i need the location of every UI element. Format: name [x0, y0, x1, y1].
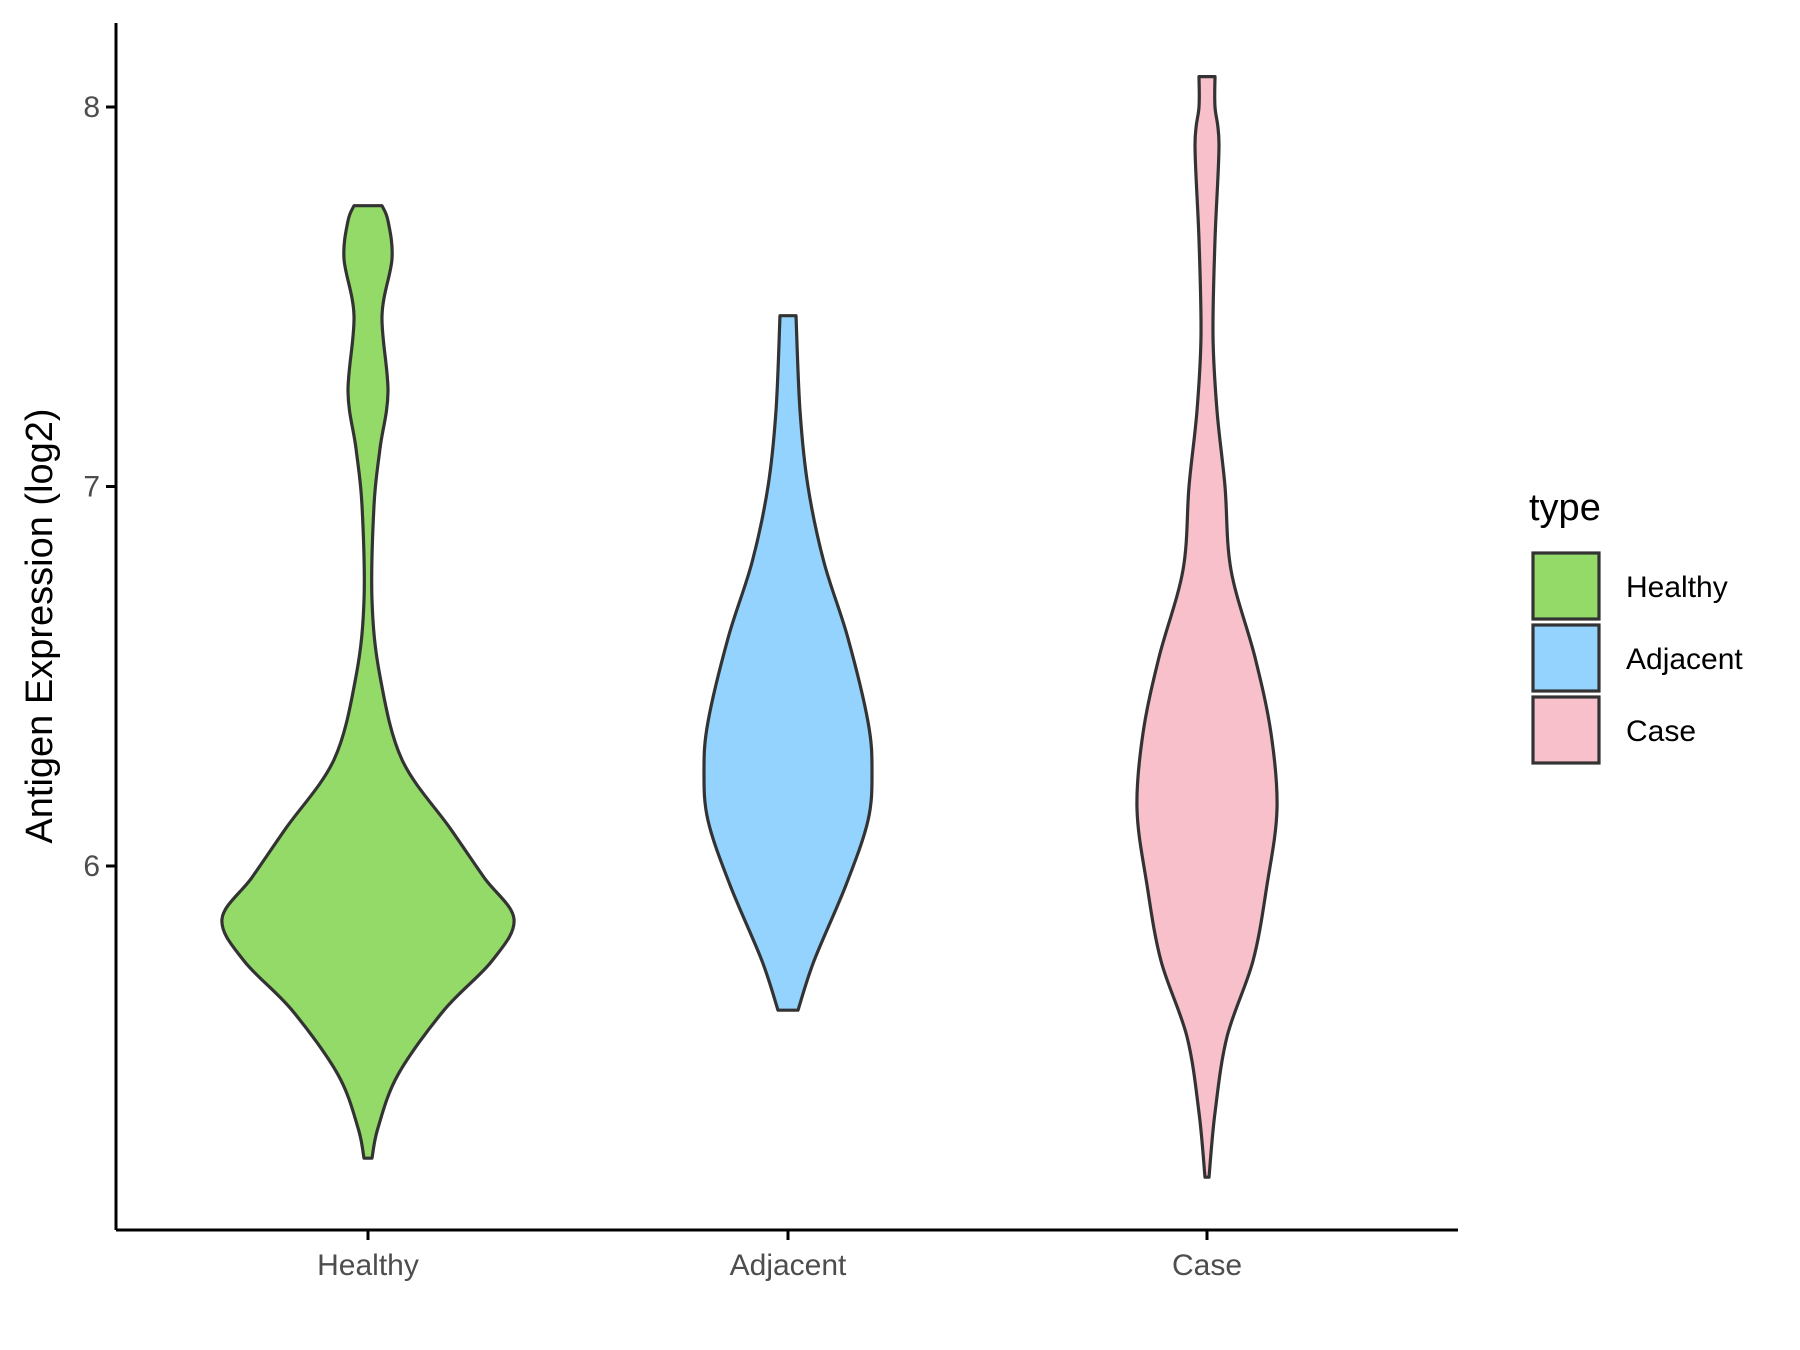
x-tick-label: Case	[1172, 1249, 1242, 1282]
violin-adjacent	[702, 314, 874, 1012]
violin-layer	[220, 75, 1279, 1179]
y-tick-label: 7	[83, 471, 100, 504]
y-tick-label: 6	[83, 850, 100, 883]
y-tick-label: 8	[83, 91, 100, 124]
legend-label-healthy: Healthy	[1626, 571, 1728, 604]
legend-title: type	[1529, 487, 1601, 529]
y-axis-title: Antigen Expression (log2)	[19, 408, 61, 843]
legend-key-adjacent	[1531, 623, 1601, 693]
x-tick-label: Adjacent	[730, 1249, 847, 1282]
legend-key-case	[1531, 695, 1601, 765]
violin-case	[1135, 75, 1279, 1179]
legend-label-case: Case	[1626, 715, 1696, 748]
legend-key-healthy	[1531, 551, 1601, 621]
legend-label-adjacent: Adjacent	[1626, 643, 1743, 676]
violin-healthy	[220, 204, 516, 1160]
legend: type Healthy Adjacent Case	[1529, 487, 1743, 765]
x-tick-label: Healthy	[317, 1249, 419, 1282]
x-ticks: Healthy Adjacent Case	[317, 1230, 1242, 1282]
y-ticks: 6 7 8	[83, 91, 116, 883]
